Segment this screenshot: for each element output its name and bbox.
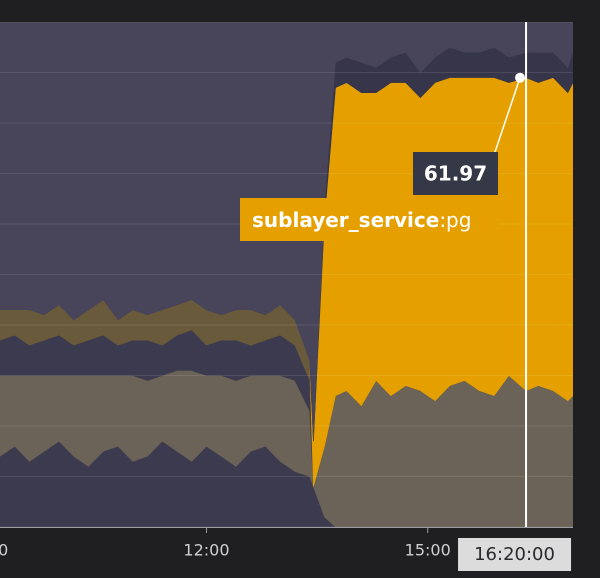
x-tick-label: 15:00 (405, 541, 451, 560)
x-tick-label: 12:00 (183, 541, 229, 560)
hover-point (515, 72, 526, 83)
tooltip-value: 61.97 (424, 162, 487, 186)
tooltip-box (413, 152, 498, 195)
plot-area (0, 22, 573, 527)
legend-box (240, 198, 498, 241)
overlay: 09:00 12:00 15:00 16:20:00 61.97 sublayer_ser… (0, 22, 573, 571)
hover-label: 16:20:00 (474, 544, 555, 565)
tooltip-connector (493, 77, 521, 156)
legend-label: sublayer_service:pg (252, 208, 471, 232)
hover-label-box (458, 538, 572, 571)
x-tick-label: 09:00 (0, 541, 8, 560)
